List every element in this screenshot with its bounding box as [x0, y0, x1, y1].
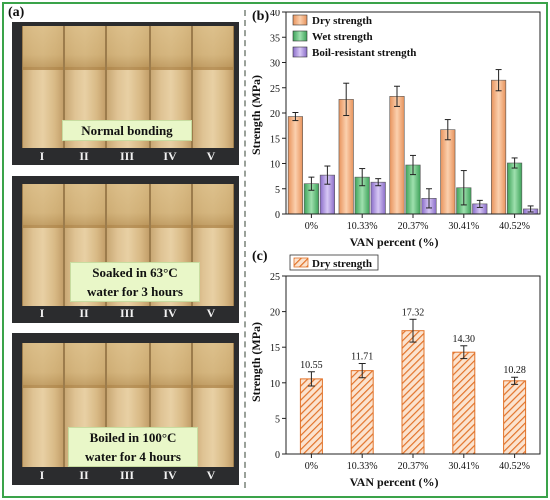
bar-dry — [491, 79, 507, 215]
x-tick-label: 0% — [305, 461, 318, 472]
sample-label-II: II — [79, 149, 89, 163]
y-axis-label: Strength (MPa) — [250, 75, 263, 155]
photo-caption: Normal bonding — [62, 120, 192, 141]
sample-stick — [22, 343, 64, 467]
photo-boiled: Boiled in 100°C water for 4 hours I II I… — [12, 333, 239, 485]
y-tick-label: 0 — [275, 450, 280, 461]
panel-divider — [244, 10, 246, 488]
caption-line: water for 4 hours — [85, 449, 181, 464]
x-tick-label: 30.41% — [448, 461, 479, 472]
caption-line: Normal bonding — [81, 123, 173, 138]
sample-label-III: III — [119, 468, 134, 482]
sample-label-V: V — [206, 468, 216, 482]
sample-stick — [192, 26, 234, 148]
legend-label-dry: Dry strength — [312, 15, 372, 27]
y-tick-label: 40 — [270, 10, 280, 19]
y-tick-label: 30 — [270, 59, 280, 70]
sample-stick — [192, 343, 234, 467]
x-tick-label: 0% — [305, 221, 318, 232]
sample-label-III: III — [119, 306, 134, 320]
photo-soaked: Soaked in 63°C water for 3 hours I II II… — [12, 176, 239, 323]
y-tick-label: 5 — [275, 185, 280, 196]
bar-dry — [299, 378, 323, 455]
sample-label-IV: IV — [163, 306, 177, 320]
photo-normal-bonding: Normal bonding I II III IV V — [12, 22, 239, 165]
caption-line: Soaked in 63°C — [92, 265, 178, 280]
legend-label-wet: Wet strength — [312, 31, 373, 43]
sample-label-III: III — [119, 149, 134, 163]
bar-dry — [503, 380, 527, 455]
caption-line: Boiled in 100°C — [89, 430, 177, 445]
panel-label-b: (b) — [252, 9, 270, 24]
legend-swatch-dry — [292, 14, 308, 26]
sample-label-V: V — [206, 149, 216, 163]
sample-label-IV: IV — [163, 468, 177, 482]
legend-label-boil: Boil-resistant strength — [312, 47, 416, 59]
panel-label-c: (c) — [252, 249, 268, 264]
x-tick-label: 20.37% — [398, 461, 429, 472]
chart-b: 0 5 10 15 20 25 30 35 40 0% 10.33% 20.37% 30.41% 40.5… — [250, 10, 541, 249]
data-label: 10.28 — [503, 365, 525, 376]
chart-c: 10.55 11.71 17.32 14.30 10.28 0 5 10 15 20 25 0% 10… — [250, 254, 541, 489]
legend-box — [289, 254, 379, 271]
y-tick-label: 15 — [270, 343, 280, 354]
bar-dry — [338, 99, 354, 215]
y-tick-label: 20 — [270, 109, 280, 120]
bar-dry — [350, 370, 374, 455]
sample-label-II: II — [79, 468, 89, 482]
bar-dry — [401, 330, 425, 455]
caption-line: water for 3 hours — [87, 284, 183, 299]
data-label: 17.32 — [402, 307, 425, 318]
legend-swatch-dry — [293, 257, 309, 268]
legend-label-dry: Dry strength — [312, 258, 372, 270]
photo-caption: Boiled in 100°C water for 4 hours — [68, 427, 198, 467]
y-tick-label: 0 — [275, 210, 280, 221]
y-axis-label: Strength (MPa) — [250, 322, 263, 402]
x-tick-label: 20.37% — [398, 221, 429, 232]
x-tick-label: 10.33% — [347, 461, 378, 472]
bar-boil — [370, 181, 386, 215]
sample-label-I: I — [39, 306, 45, 320]
x-tick-label: 30.41% — [448, 221, 479, 232]
y-tick-label: 15 — [270, 134, 280, 145]
y-tick-label: 35 — [270, 33, 280, 44]
y-tick-label: 10 — [270, 160, 280, 171]
bar-dry — [452, 351, 476, 455]
bar-dry — [389, 96, 405, 215]
x-tick-label: 40.52% — [499, 221, 530, 232]
bamboo-samples — [22, 343, 234, 467]
x-tick-label: 40.52% — [499, 461, 530, 472]
sample-stick — [22, 184, 64, 306]
data-label: 11.71 — [351, 352, 373, 363]
y-tick-label: 25 — [270, 272, 280, 283]
photo-caption: Soaked in 63°C water for 3 hours — [70, 262, 200, 302]
y-tick-label: 10 — [270, 379, 280, 390]
legend-swatch-boil — [292, 46, 308, 58]
sample-stick — [22, 26, 64, 148]
y-tick-label: 5 — [275, 414, 280, 425]
x-axis-label: VAN percent (%) — [350, 235, 439, 249]
legend-swatch-wet — [292, 30, 308, 42]
bar-dry — [440, 129, 456, 215]
sample-label-I: I — [39, 149, 45, 163]
sample-label-II: II — [79, 306, 89, 320]
data-label: 14.30 — [453, 334, 476, 345]
sample-label-IV: IV — [163, 149, 177, 163]
bar-dry — [287, 116, 303, 215]
bar-wet — [507, 162, 523, 215]
panel-label-a: (a) — [8, 5, 25, 20]
x-axis-label: VAN percent (%) — [350, 475, 439, 489]
y-tick-label: 20 — [270, 308, 280, 319]
sample-label-V: V — [206, 306, 216, 320]
x-tick-label: 10.33% — [347, 221, 378, 232]
y-tick-label: 25 — [270, 84, 280, 95]
data-label: 10.55 — [300, 360, 323, 371]
sample-label-I: I — [39, 468, 45, 482]
